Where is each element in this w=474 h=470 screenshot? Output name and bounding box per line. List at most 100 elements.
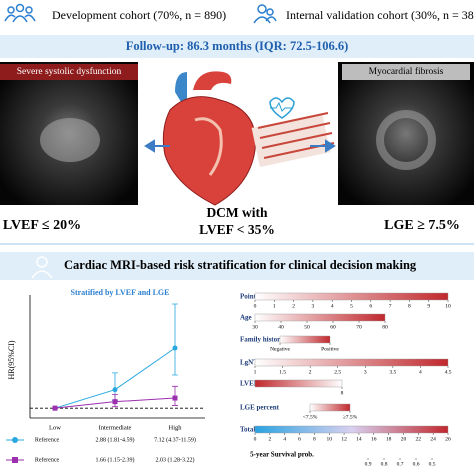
tick-label: 30 <box>252 324 258 330</box>
row-label: Points <box>240 293 259 301</box>
people-icon <box>253 4 277 24</box>
tick-label: 0.7 <box>397 461 404 467</box>
people-icon <box>4 3 36 23</box>
tick-label: 4 <box>283 436 286 442</box>
x-tick-label: Low <box>49 424 61 431</box>
tick-label: 0.5 <box>429 461 436 467</box>
tick-label: 8 <box>341 390 344 396</box>
tick-label: 60 <box>330 324 336 330</box>
hr-chart: Stratified by LVEF and LGE HR(95%CI) Low In… <box>6 288 205 463</box>
x-tick-label: High <box>169 424 183 431</box>
tick-label: 7 <box>389 303 392 309</box>
tick-label: Positive <box>321 346 339 352</box>
tick-label: 50 <box>304 324 310 330</box>
header: Development cohort (70%, n = 890) Intern… <box>4 3 474 24</box>
tick-label: 1 <box>254 369 257 375</box>
error-bar <box>172 303 178 376</box>
tick-label: 20 <box>401 436 407 442</box>
table-cell: 1.66 (1.15-2.39) <box>96 456 135 463</box>
tick-label: 2.5 <box>334 369 341 375</box>
tick-label: 1 <box>273 303 276 309</box>
tick-label: 12 <box>341 436 347 442</box>
table-cell: Reference <box>35 456 60 463</box>
tick-label: 4 <box>419 369 422 375</box>
point <box>112 387 118 393</box>
tick-label: 2 <box>292 303 295 309</box>
tick-label: 8 <box>408 303 411 309</box>
x-tick-label: Intermediate <box>99 424 132 431</box>
row-bar <box>254 425 449 434</box>
tick-label: 14 <box>356 436 362 442</box>
followup-banner <box>0 35 474 58</box>
row-bar <box>254 358 449 367</box>
table-cell: 7.12 (4.37-11.59) <box>154 436 196 443</box>
tick-label: 16 <box>371 436 377 442</box>
tick-label: 3 <box>364 369 367 375</box>
section-banner <box>0 252 474 280</box>
left-caption: LVEF ≤ 20% <box>3 218 81 233</box>
label-bar <box>0 64 138 80</box>
legend-marker <box>12 437 18 443</box>
left-label: Severe systolic dysfunction <box>17 66 122 77</box>
center-caption: LVEF < 35% <box>199 222 275 237</box>
arrows <box>144 139 336 153</box>
row-label: LVEF <box>240 380 258 388</box>
right-caption: LGE ≥ 7.5% <box>384 218 460 233</box>
row-label: LGE percent <box>240 404 280 412</box>
row-label: Family history of SCD <box>240 336 307 344</box>
point <box>112 399 118 405</box>
legend-marker <box>12 457 18 463</box>
table-cell: 2.03 (1.28-3.22) <box>156 456 195 463</box>
tick-label: 0.9 <box>365 461 372 467</box>
tick-label: <7.5% <box>303 414 318 420</box>
point <box>172 345 178 351</box>
table-cell: 2.88 (1.81-4.59) <box>96 436 135 443</box>
row-bar <box>279 335 331 344</box>
row-bar <box>254 292 449 301</box>
tick-label: 9 <box>427 303 430 309</box>
row-label: Age <box>240 314 252 322</box>
mri-image <box>338 62 474 205</box>
tick-label: 0 <box>254 436 257 442</box>
tick-label: 5 <box>350 303 353 309</box>
right-label: Myocardial fibrosis <box>369 66 444 77</box>
myocardium <box>376 110 436 170</box>
tick-label: 4 <box>331 303 334 309</box>
section-title: Cardiac MRI-based risk stratification fo… <box>64 258 417 272</box>
validation-cohort: Internal validation cohort (30%, n = 382… <box>286 8 474 22</box>
development-cohort: Development cohort (70%, n = 890) <box>52 8 226 22</box>
tick-label: 0.6 <box>413 461 420 467</box>
tick-label: 24 <box>430 436 436 442</box>
tick-label: 18 <box>386 436 392 442</box>
tick-label: Negative <box>270 346 290 352</box>
tick-label: 0.8 <box>381 461 388 467</box>
y-axis-label: HR(95%CI) <box>7 340 16 379</box>
chart-title: Stratified by LVEF and LGE <box>71 288 170 297</box>
row-label: 5-year Survival prob. <box>250 451 314 459</box>
tick-label: 8 <box>313 436 316 442</box>
point <box>172 395 178 401</box>
row-bar <box>309 403 351 412</box>
doctor-icon <box>31 256 53 279</box>
tick-label: 10 <box>445 303 451 309</box>
tick-label: 80 <box>382 324 388 330</box>
center-caption: DCM with <box>206 205 268 220</box>
tick-label: 2 <box>268 436 271 442</box>
table-cell: Reference <box>35 436 60 443</box>
tick-label: 70 <box>356 324 362 330</box>
point <box>52 405 58 411</box>
tick-label: 3.5 <box>389 369 396 375</box>
tick-label: 10 <box>326 436 332 442</box>
row-bar <box>254 313 386 322</box>
heart-chamber <box>40 118 100 162</box>
tick-label: 4.5 <box>445 369 452 375</box>
fibrosis-illustration <box>251 97 335 168</box>
tick-label: 6 <box>298 436 301 442</box>
tick-label: ≥7.5% <box>343 414 358 420</box>
tick-label: 3 <box>312 303 315 309</box>
tick-label: 2 <box>309 369 312 375</box>
label-bar <box>342 64 470 80</box>
